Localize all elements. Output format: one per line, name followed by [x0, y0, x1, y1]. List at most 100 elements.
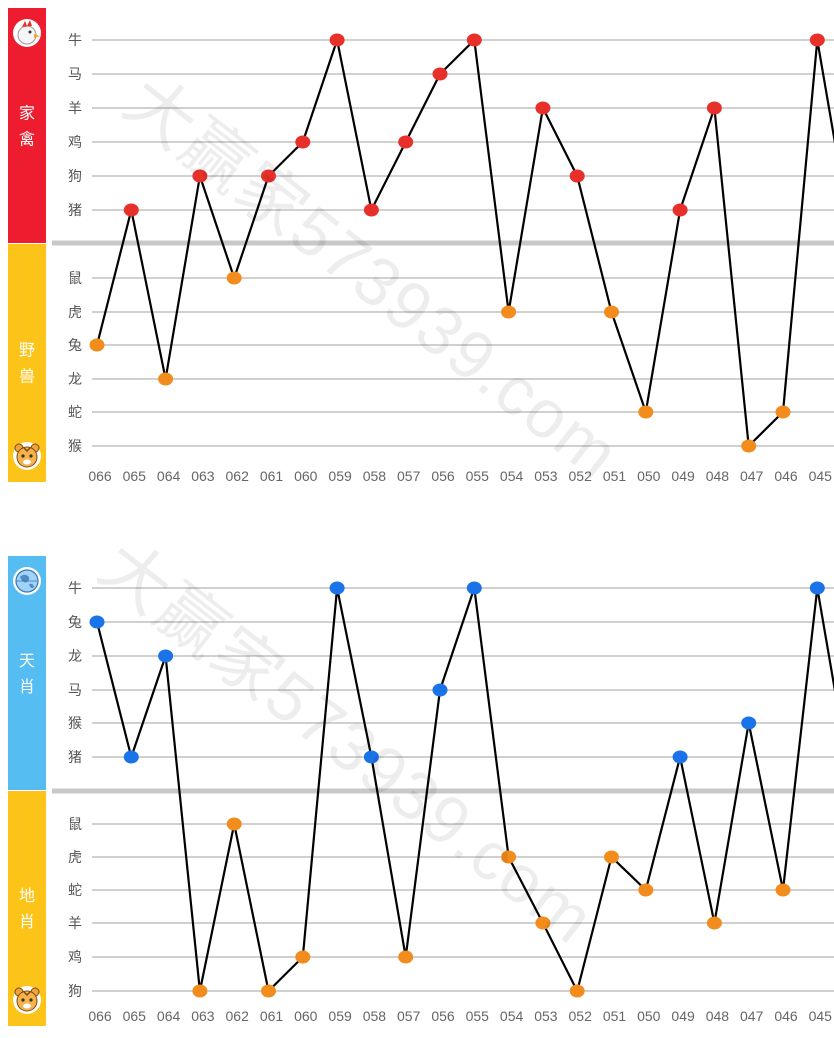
x-tick-label: 046	[774, 468, 798, 484]
y-tick-label: 蛇	[68, 883, 82, 899]
lower-group-label: 兽	[19, 367, 35, 386]
y-tick-label: 虎	[68, 850, 82, 866]
x-tick-label: 048	[706, 1008, 730, 1024]
globe-icon	[13, 567, 41, 595]
data-point	[604, 305, 619, 319]
y-tick-label: 龙	[68, 649, 82, 665]
y-tick-label: 马	[68, 67, 82, 83]
x-tick-label: 054	[500, 468, 524, 484]
x-tick-label: 047	[740, 468, 764, 484]
x-tick-label: 045	[809, 1008, 833, 1024]
y-tick-label: 鼠	[68, 817, 82, 833]
upper-group-label: 天	[19, 651, 35, 670]
data-point	[809, 581, 825, 595]
y-tick-label: 兔	[68, 338, 82, 354]
data-point	[638, 883, 654, 897]
data-point	[363, 203, 379, 217]
x-tick-label: 055	[466, 1008, 490, 1024]
data-point	[329, 581, 345, 595]
x-tick-label: 066	[88, 468, 112, 484]
data-point	[295, 950, 311, 964]
x-tick-label: 050	[637, 1008, 661, 1024]
x-tick-label: 061	[260, 1008, 284, 1024]
tiger-muzzle	[23, 1003, 31, 1009]
rooster-beak	[34, 34, 40, 38]
data-point	[501, 305, 517, 319]
data-point	[158, 372, 174, 386]
x-tick-label: 063	[191, 1008, 215, 1024]
data-point	[158, 649, 174, 663]
y-tick-label: 兔	[68, 615, 82, 631]
x-tick-label: 057	[397, 468, 421, 484]
upper-group-label: 家	[19, 104, 35, 123]
tiger-muzzle	[23, 459, 31, 465]
x-tick-label: 058	[363, 1008, 387, 1024]
y-tick-label: 狗	[68, 169, 82, 185]
y-tick-label: 虎	[68, 305, 82, 321]
tiger-icon	[13, 986, 41, 1014]
x-tick-label: 064	[157, 1008, 181, 1024]
globe-land	[20, 574, 30, 583]
tiger-eye	[29, 454, 33, 458]
x-tick-label: 064	[157, 468, 181, 484]
data-point	[363, 750, 379, 764]
rooster-icon	[13, 19, 41, 47]
data-point	[809, 33, 825, 47]
x-tick-label: 061	[260, 468, 284, 484]
data-point	[569, 984, 585, 998]
x-tick-label: 047	[740, 1008, 764, 1024]
x-tick-label: 053	[534, 468, 558, 484]
data-point	[89, 338, 105, 352]
y-tick-label: 鸡	[68, 134, 82, 151]
data-point	[398, 135, 414, 149]
x-tick-label: 050	[637, 468, 661, 484]
data-point	[226, 271, 242, 285]
lower-group-label: 肖	[19, 912, 35, 931]
tiger-face	[16, 990, 38, 1012]
data-point	[192, 984, 208, 998]
upper-group-band	[8, 8, 46, 243]
data-point	[261, 169, 276, 183]
x-tick-label: 062	[226, 1008, 250, 1024]
tiger-eye	[21, 454, 25, 458]
data-point	[226, 817, 242, 831]
rooster-body	[17, 25, 37, 45]
x-tick-label: 059	[328, 468, 352, 484]
tiger-eye	[21, 998, 25, 1002]
data-point	[775, 883, 791, 897]
y-tick-label: 猴	[68, 716, 82, 732]
data-point	[706, 916, 722, 930]
x-tick-label: 052	[569, 1008, 593, 1024]
x-tick-label: 051	[603, 1008, 627, 1024]
y-tick-label: 羊	[68, 101, 82, 117]
data-point	[741, 716, 757, 730]
x-tick-label: 065	[123, 468, 147, 484]
rooster-comb	[22, 20, 32, 27]
x-tick-label: 049	[671, 1008, 695, 1024]
data-point	[775, 405, 791, 419]
data-point	[501, 850, 517, 864]
x-tick-label: 066	[88, 1008, 112, 1024]
globe-land	[29, 583, 34, 588]
y-tick-label: 马	[68, 683, 82, 699]
y-tick-label: 狗	[68, 984, 82, 1000]
x-tick-label: 057	[397, 1008, 421, 1024]
data-point	[89, 615, 105, 629]
y-tick-label: 蛇	[68, 405, 82, 421]
y-tick-label: 牛	[68, 33, 82, 49]
tiger-stripe	[23, 447, 31, 453]
x-tick-label: 055	[466, 468, 490, 484]
y-tick-label: 猴	[68, 439, 82, 455]
y-tick-label: 鼠	[68, 271, 82, 287]
tiger-icon	[13, 442, 41, 470]
data-point	[672, 203, 688, 217]
data-point	[604, 850, 619, 864]
tiger-face	[16, 446, 38, 468]
data-point	[261, 984, 276, 998]
x-tick-label: 054	[500, 1008, 524, 1024]
data-point	[295, 135, 311, 149]
x-tick-label: 060	[294, 468, 318, 484]
y-tick-label: 牛	[68, 581, 82, 597]
